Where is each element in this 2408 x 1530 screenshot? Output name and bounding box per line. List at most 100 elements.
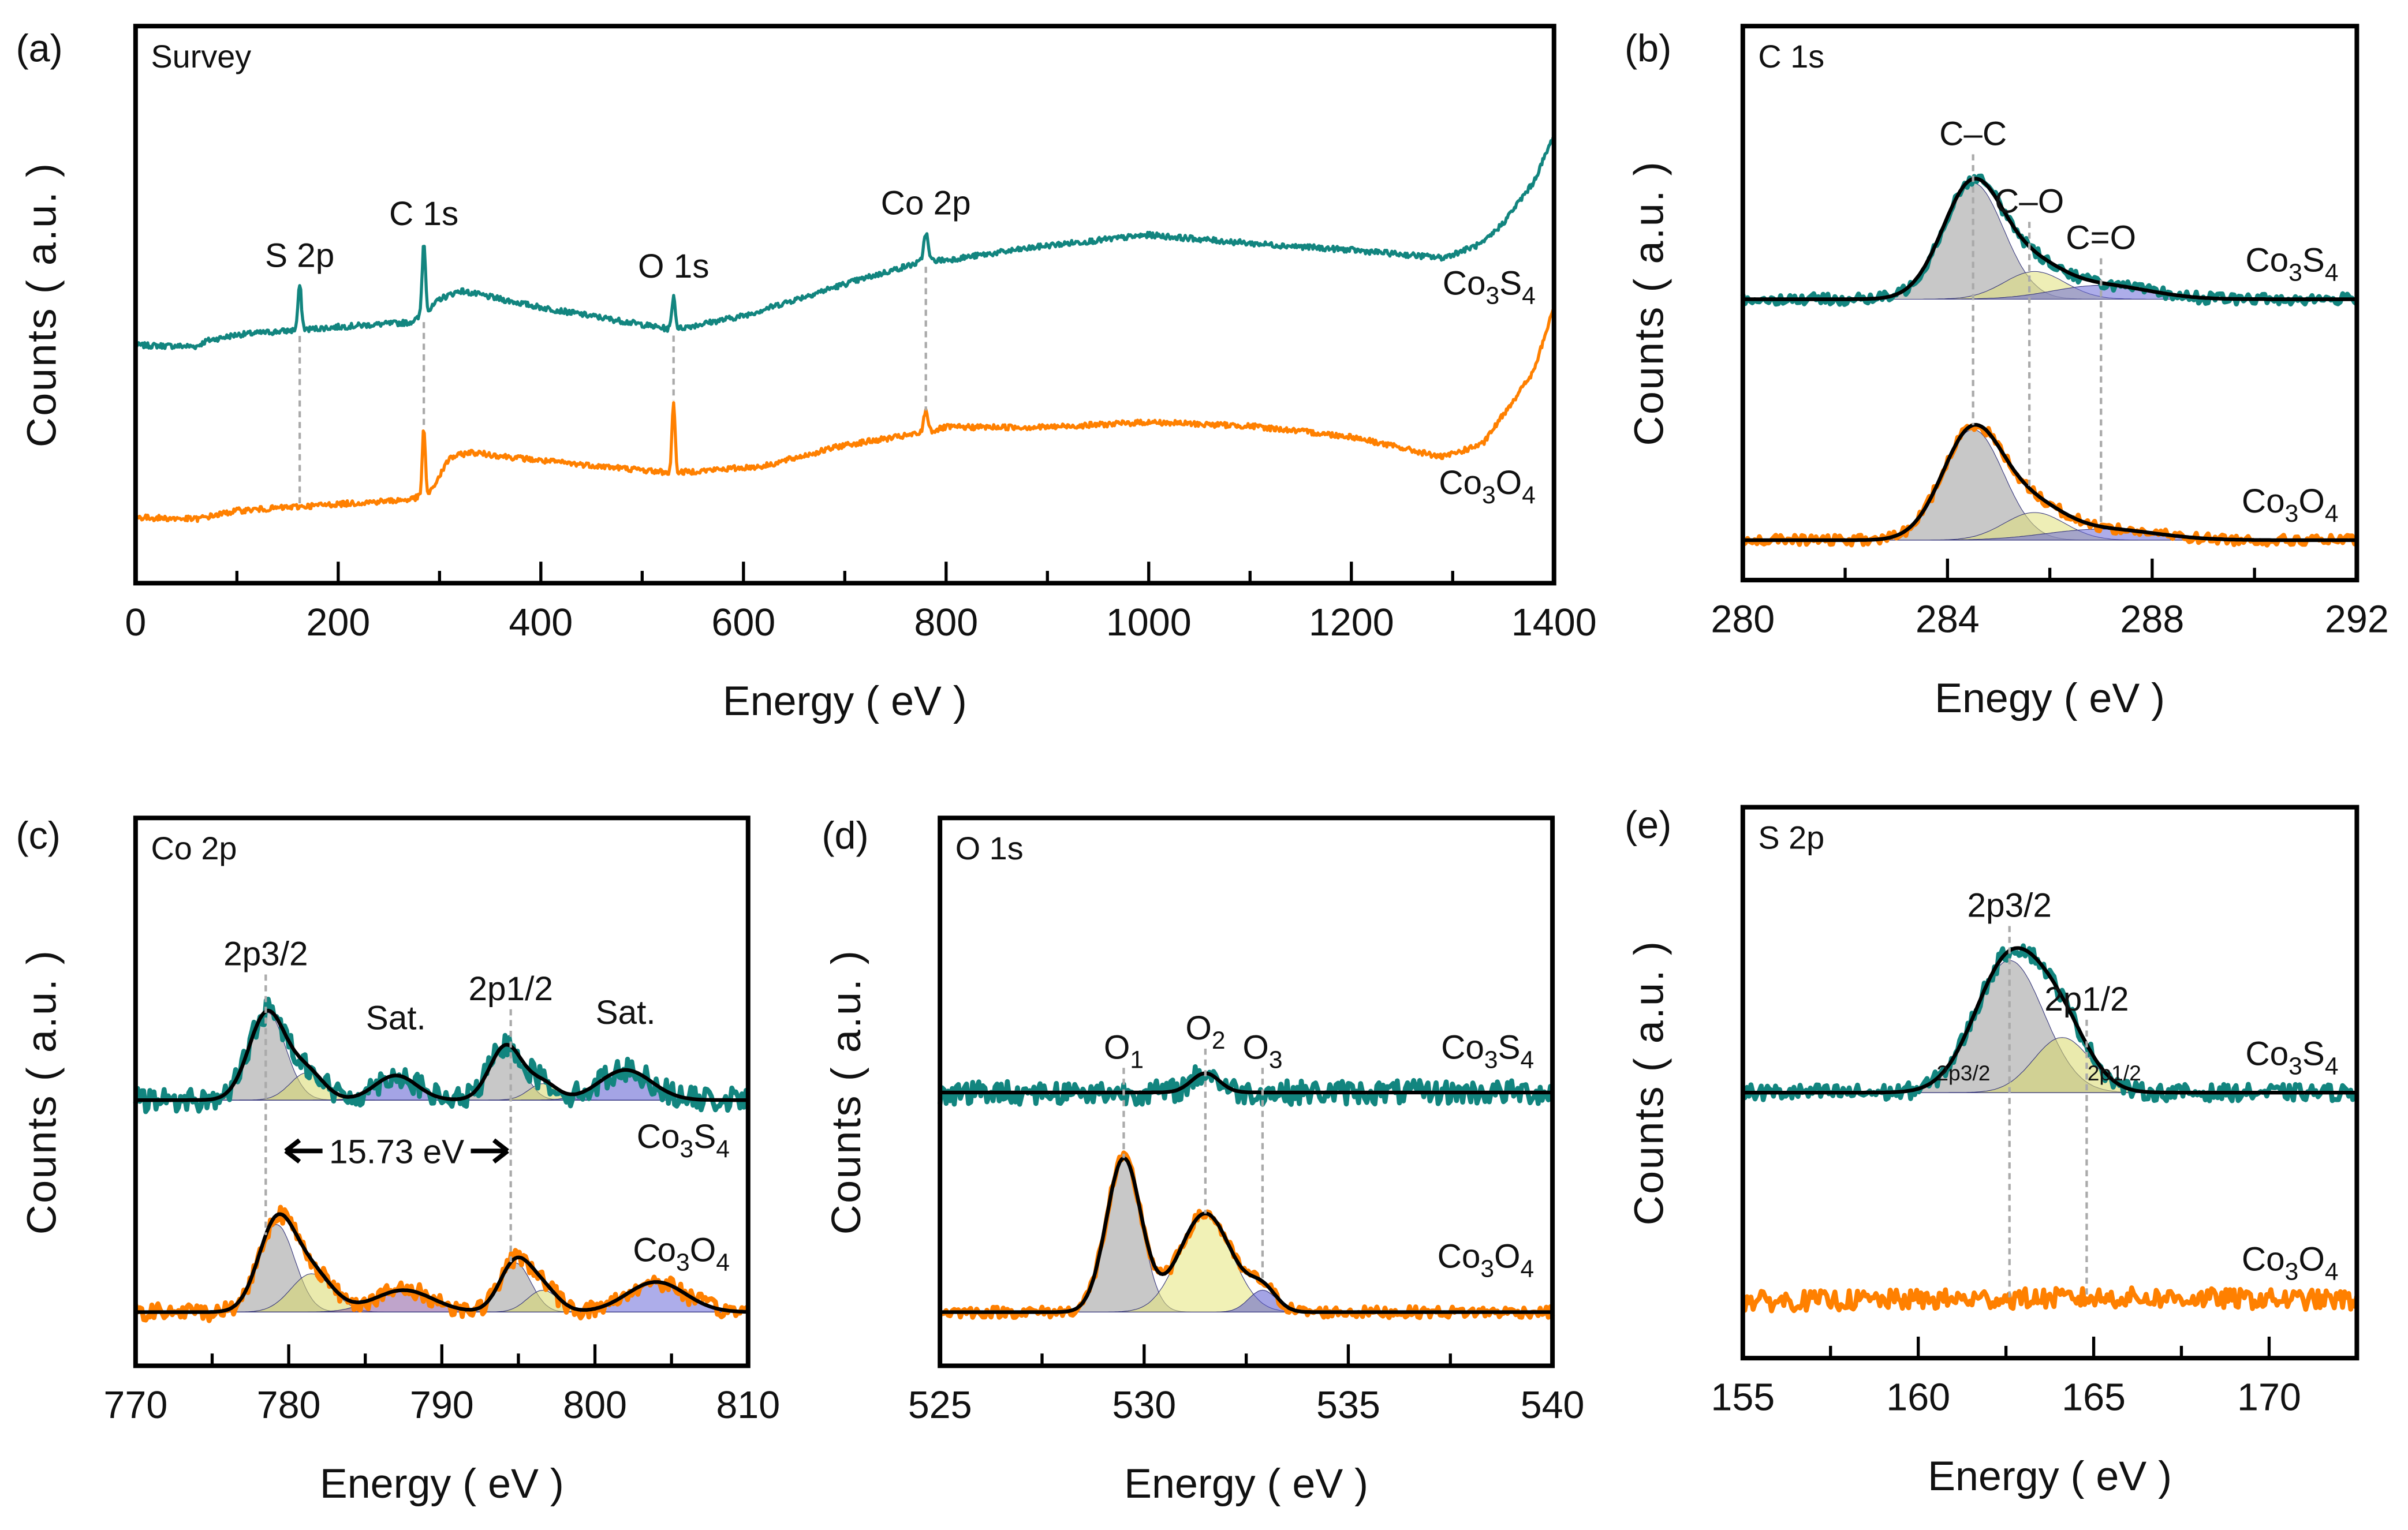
- right-arrow-icon: [471, 1138, 509, 1164]
- fit-envelope: [940, 1155, 1553, 1314]
- panel-title: O 1s: [955, 830, 1024, 866]
- panel-label: (c): [16, 814, 61, 857]
- peak-label: C 1s: [389, 195, 458, 233]
- y-axis-label: Counts ( a.u. ): [1626, 940, 1672, 1226]
- x-axis-label: Energy ( eV ): [320, 1461, 564, 1507]
- y-axis-label: Counts ( a.u. ): [1626, 160, 1672, 446]
- x-axis-label: Energy ( eV ): [723, 678, 967, 724]
- panel-label: (b): [1625, 27, 1671, 70]
- x-tick-label: 810: [716, 1384, 780, 1427]
- splitting-label: 15.73 eV: [329, 1134, 464, 1171]
- x-tick-label: 800: [563, 1384, 627, 1427]
- series-label: Co3S4: [2245, 242, 2338, 287]
- panel-title: Survey: [151, 38, 251, 74]
- peak-label: S 2p: [265, 237, 334, 274]
- peak-label: Sat.: [366, 1000, 426, 1037]
- fit-envelope: [135, 1008, 748, 1102]
- series-label: Co3O4: [2242, 482, 2339, 528]
- peak-label: 2p1/2: [2044, 981, 2129, 1018]
- data-series-co3s4: [937, 1064, 1555, 1107]
- plot-frame: [1740, 805, 2360, 1361]
- series-label: Co3S4: [1441, 1029, 1534, 1074]
- fit-envelope: [1742, 422, 2357, 543]
- series-label: Co3O4: [633, 1232, 730, 1277]
- fit-component: [1742, 1037, 2357, 1093]
- fit-component: [1742, 529, 2357, 541]
- series-label: Co3S4: [2245, 1035, 2338, 1080]
- x-tick-label: 1200: [1309, 601, 1394, 644]
- panel-title: S 2p: [1758, 819, 1824, 855]
- peak-label: C–O: [1995, 182, 2064, 220]
- x-tick-label: 790: [410, 1384, 474, 1427]
- series-label: Co3S4: [1443, 265, 1536, 310]
- series-label: Co3O4: [1439, 464, 1536, 509]
- panel-label: (a): [16, 27, 62, 70]
- x-tick-label: 1000: [1106, 601, 1192, 644]
- panel-d: Co3S4 Co3O4 O1 O2 O3 525 530 535 540 Energy ( eV …: [822, 814, 1584, 1507]
- x-tick-label: 800: [914, 601, 978, 644]
- y-axis-label: Counts ( a.u. ): [19, 162, 65, 447]
- series-label: Co3O4: [2242, 1241, 2339, 1286]
- data-series-co3o4: [134, 308, 1555, 523]
- fit-component: [1742, 285, 2357, 300]
- data-series-co3s4: [133, 997, 750, 1114]
- peak-label: Sat.: [596, 994, 656, 1031]
- peak-label: Co 2p: [881, 184, 971, 222]
- fit-envelope: [1742, 946, 2357, 1095]
- x-tick-label: 284: [1916, 598, 1980, 641]
- panel-b: Co3S4 Co3O4 C–C C–OC=O 280 284 288 292 Enegy ( e…: [1625, 24, 2389, 721]
- x-axis-label: Energy ( eV ): [1928, 1453, 2172, 1499]
- x-tick-label: 770: [103, 1384, 167, 1427]
- data-series-co3s4: [1740, 173, 2359, 307]
- fit-component-label: 2p1/2: [2088, 1061, 2141, 1085]
- fit-envelope: [135, 1212, 749, 1314]
- left-arrow-icon: [284, 1138, 323, 1164]
- data-series-co3o4: [1740, 1285, 2360, 1314]
- x-tick-label: 530: [1112, 1384, 1176, 1427]
- peak-label: O3: [1242, 1028, 1282, 1073]
- panel-c: Co3S4 Co3O4 2p3/2 Sat. 2p1/2 Sat. 15.73 eV 770 7…: [16, 814, 780, 1507]
- fit-component-label: 2p3/2: [1936, 1061, 1990, 1085]
- y-axis-label: Counts ( a.u. ): [19, 949, 65, 1235]
- x-tick-label: 400: [509, 601, 573, 644]
- series-label: Co3S4: [637, 1118, 730, 1163]
- x-tick-label: 780: [257, 1384, 321, 1427]
- x-axis-label: Enegy ( eV ): [1935, 675, 2165, 721]
- fit-envelope: [1742, 177, 2357, 301]
- x-tick-label: 288: [2120, 598, 2184, 641]
- panel-title: Co 2p: [151, 830, 237, 866]
- peak-label: 2p3/2: [1968, 887, 2052, 925]
- x-tick-label: 170: [2237, 1376, 2301, 1419]
- x-tick-label: 600: [711, 601, 775, 644]
- peak-label: O1: [1104, 1028, 1144, 1073]
- fit-envelope: [940, 1071, 1553, 1095]
- x-tick-label: 1400: [1511, 601, 1597, 644]
- x-tick-label: 0: [125, 601, 146, 644]
- x-tick-label: 280: [1711, 598, 1775, 641]
- peak-label: O 1s: [638, 248, 710, 285]
- peak-label: O2: [1185, 1009, 1225, 1054]
- x-tick-label: 525: [908, 1384, 972, 1427]
- x-tick-label: 200: [306, 601, 370, 644]
- series-label: Co3O4: [1438, 1237, 1535, 1282]
- x-axis-label: Energy ( eV ): [1124, 1461, 1368, 1507]
- peak-label: C=O: [2066, 219, 2136, 257]
- panel-label: (d): [822, 814, 868, 857]
- panel-label: (e): [1625, 804, 1671, 847]
- x-tick-label: 540: [1521, 1384, 1585, 1427]
- panel-e: Co3S4 Co3O4 2p3/2 2p1/2 2p3/2 2p1/2 155 160 165 1…: [1625, 804, 2360, 1499]
- x-tick-label: 155: [1711, 1376, 1775, 1419]
- panel-a: Co3S4 Co3O4 S 2p C 1s O 1s Co 2p 0 200 400 600 800…: [16, 24, 1597, 724]
- peak-label: 2p1/2: [468, 970, 552, 1008]
- fit-component: [940, 1289, 1553, 1312]
- plot-frame: [133, 24, 1556, 586]
- y-axis-label: Counts ( a.u. ): [823, 949, 869, 1235]
- x-tick-label: 160: [1886, 1376, 1950, 1419]
- peak-label: 2p3/2: [223, 936, 308, 973]
- panel-title: C 1s: [1758, 38, 1824, 74]
- x-tick-label: 292: [2325, 598, 2389, 641]
- data-series-co3s4: [134, 136, 1555, 350]
- x-tick-label: 535: [1316, 1384, 1380, 1427]
- x-tick-label: 165: [2062, 1376, 2126, 1419]
